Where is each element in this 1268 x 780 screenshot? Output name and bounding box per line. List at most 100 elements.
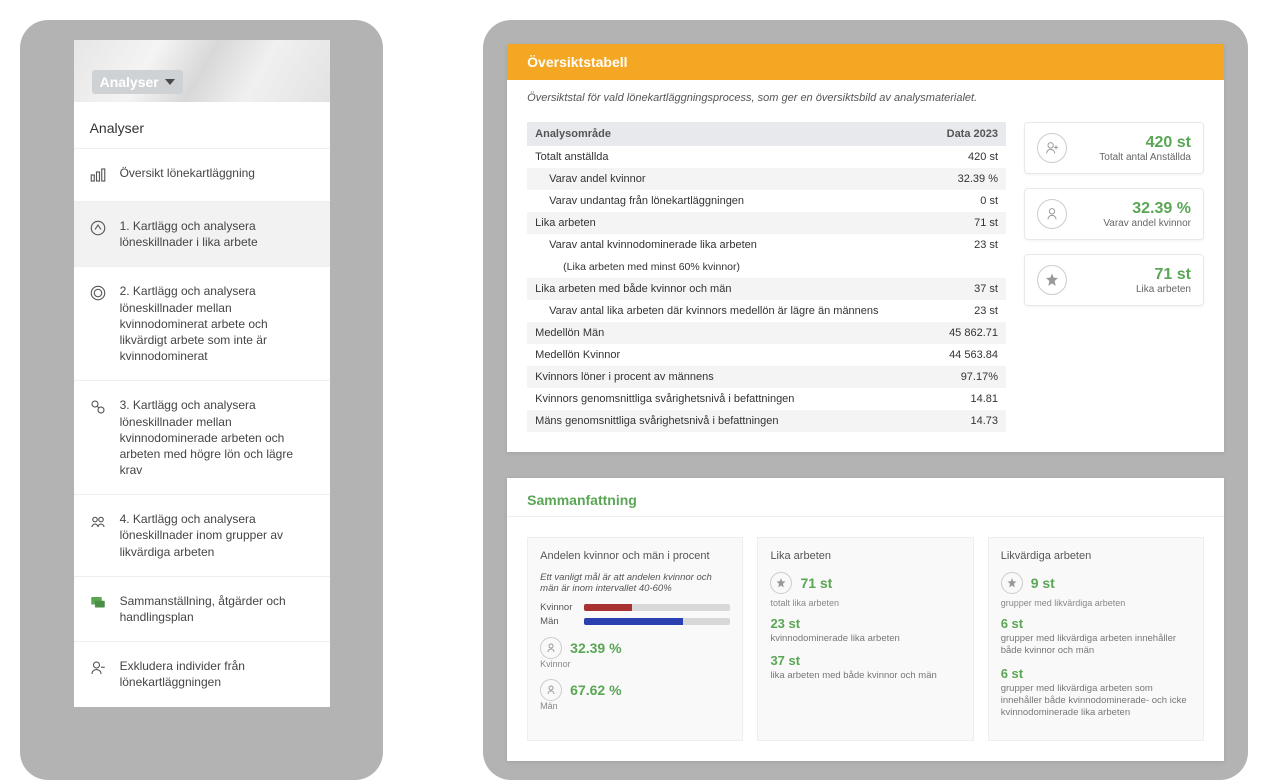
row-value: 45 862.71 — [930, 322, 1006, 344]
sidebar-list: Översikt lönekartläggning 1. Kartlägg oc… — [74, 148, 330, 707]
sidebar-item-step4[interactable]: 4. Kartlägg och analysera löneskillnader… — [74, 494, 330, 576]
overview-table: Analysområde Data 2023 Totalt anställda4… — [527, 122, 1006, 432]
col2-mid-label: kvinnodominerade lika arbeten — [770, 633, 960, 645]
balance-icon — [88, 218, 108, 238]
person-icon — [1037, 199, 1067, 229]
stat-label: Lika arbeten — [1077, 284, 1191, 295]
sidebar-header: Analyser — [74, 40, 330, 102]
stat-value: 32.39 % — [1077, 200, 1191, 218]
stat-label: Totalt antal Anställda — [1077, 152, 1191, 163]
summary-col-gender: Andelen kvinnor och män i procent Ett va… — [527, 537, 743, 741]
compare-icon — [88, 397, 108, 417]
col3-heading: Likvärdiga arbeten — [1001, 550, 1191, 562]
person-icon — [540, 679, 562, 701]
person-icon — [540, 637, 562, 659]
sidebar-item-exclude[interactable]: Exkludera individer från lönekartläggnin… — [74, 641, 330, 706]
row-value: 37 st — [930, 278, 1006, 300]
overview-title: Översiktstabell — [507, 44, 1224, 80]
sidebar-item-label: Översikt lönekartläggning — [120, 165, 255, 181]
sidebar-title: Analyser — [74, 102, 330, 148]
groups-icon — [88, 511, 108, 531]
row-value: 14.81 — [930, 388, 1006, 410]
stat-card: 71 stLika arbeten — [1024, 254, 1204, 306]
star-icon — [770, 572, 792, 594]
row-label: Mäns genomsnittliga svårighetsnivå i bef… — [527, 410, 930, 432]
row-label: Totalt anställda — [527, 146, 930, 168]
overview-section: Översiktstabell Översiktstal för vald lö… — [507, 44, 1224, 452]
row-label: Lika arbeten — [527, 212, 930, 234]
row-label: Kvinnors genomsnittliga svårighetsnivå i… — [527, 388, 930, 410]
bar-man-label: Män — [540, 616, 578, 627]
chart-icon — [88, 165, 108, 185]
stat-card: 32.39 %Varav andel kvinnor — [1024, 188, 1204, 240]
men-pct: 67.62 % — [570, 682, 621, 698]
col1-note: Ett vanligt mål är att andelen kvinnor o… — [540, 572, 730, 594]
sidebar-item-actionplan[interactable]: Sammanställning, åtgärder och handlingsp… — [74, 576, 330, 641]
table-row: Varav antal lika arbeten där kvinnors me… — [527, 300, 1006, 322]
table-row: (Lika arbeten med minst 60% kvinnor) — [527, 256, 1006, 278]
sidebar-item-label: Exkludera individer från lönekartläggnin… — [120, 658, 316, 690]
table-row: Lika arbeten71 st — [527, 212, 1006, 234]
sidebar-item-label: Sammanställning, åtgärder och handlingsp… — [120, 593, 316, 625]
row-value: 0 st — [930, 190, 1006, 212]
bar-man-track — [584, 618, 730, 625]
table-row: Varav antal kvinnodominerade lika arbete… — [527, 234, 1006, 256]
col3-mid-label: grupper med likvärdiga arbeten innehålle… — [1001, 633, 1191, 658]
sidebar-item-overview[interactable]: Översikt lönekartläggning — [74, 148, 330, 201]
stat-card: 420 stTotalt antal Anställda — [1024, 122, 1204, 174]
person-plus-icon — [1037, 133, 1067, 163]
coins-icon — [88, 283, 108, 303]
row-value: 44 563.84 — [930, 344, 1006, 366]
person-minus-icon — [88, 658, 108, 678]
col2-top-label: totalt lika arbeten — [770, 598, 960, 608]
sidebar-item-step1[interactable]: 1. Kartlägg och analysera löneskillnader… — [74, 201, 330, 266]
sidebar-item-label: 2. Kartlägg och analysera löneskillnader… — [120, 283, 316, 364]
row-value: 71 st — [930, 212, 1006, 234]
row-label: (Lika arbeten med minst 60% kvinnor) — [527, 256, 930, 278]
table-row: Varav andel kvinnor32.39 % — [527, 168, 1006, 190]
row-value: 420 st — [930, 146, 1006, 168]
row-label: Medellön Män — [527, 322, 930, 344]
star-icon — [1001, 572, 1023, 594]
col2-heading: Lika arbeten — [770, 550, 960, 562]
row-value: 23 st — [930, 300, 1006, 322]
row-label: Medellön Kvinnor — [527, 344, 930, 366]
sidebar-item-label: 4. Kartlägg och analysera löneskillnader… — [120, 511, 316, 560]
row-value: 23 st — [930, 234, 1006, 256]
table-row: Kvinnors genomsnittliga svårighetsnivå i… — [527, 388, 1006, 410]
row-value: 14.73 — [930, 410, 1006, 432]
dropdown-label: Analyser — [100, 74, 159, 90]
table-row: Varav undantag från lönekartläggningen0 … — [527, 190, 1006, 212]
sidebar-item-label: 3. Kartlägg och analysera löneskillnader… — [120, 397, 316, 478]
stat-cards: 420 stTotalt antal Anställda 32.39 %Varav… — [1024, 122, 1204, 432]
summary-section: Sammanfattning Andelen kvinnor och män i… — [507, 478, 1224, 761]
row-label: Kvinnors löner i procent av männens — [527, 366, 930, 388]
table-row: Lika arbeten med både kvinnor och män37 … — [527, 278, 1006, 300]
table-row: Mäns genomsnittliga svårighetsnivå i bef… — [527, 410, 1006, 432]
stat-label: Varav andel kvinnor — [1077, 218, 1191, 229]
analyser-dropdown[interactable]: Analyser — [92, 70, 183, 94]
summary-col-likvardiga: Likvärdiga arbeten 9 st grupper med likv… — [988, 537, 1204, 741]
table-row: Medellön Män45 862.71 — [527, 322, 1006, 344]
sidebar-item-step2[interactable]: 2. Kartlägg och analysera löneskillnader… — [74, 266, 330, 380]
col3-bot-label: grupper med likvärdiga arbeten som inneh… — [1001, 683, 1191, 720]
row-label: Lika arbeten med både kvinnor och män — [527, 278, 930, 300]
col1-heading: Andelen kvinnor och män i procent — [540, 550, 730, 562]
row-label: Varav andel kvinnor — [527, 168, 930, 190]
table-row: Medellön Kvinnor44 563.84 — [527, 344, 1006, 366]
col2-mid-value: 23 st — [770, 616, 960, 631]
col2-bot-value: 37 st — [770, 653, 960, 668]
overview-subtitle: Översiktstal för vald lönekartläggningsp… — [507, 80, 1224, 122]
bar-kvinnor-label: Kvinnor — [540, 602, 578, 613]
col3-top-label: grupper med likvärdiga arbeten — [1001, 598, 1191, 608]
col3-top-value: 9 st — [1031, 575, 1055, 591]
col-data: Data 2023 — [930, 122, 1006, 146]
stat-value: 420 st — [1077, 134, 1191, 152]
row-value: 97.17% — [930, 366, 1006, 388]
right-panel: Översiktstabell Översiktstal för vald lö… — [483, 20, 1248, 780]
women-label: Kvinnor — [540, 659, 730, 669]
sidebar-item-step3[interactable]: 3. Kartlägg och analysera löneskillnader… — [74, 380, 330, 494]
col2-bot-label: lika arbeten med både kvinnor och män — [770, 670, 960, 682]
sidebar-item-label: 1. Kartlägg och analysera löneskillnader… — [120, 218, 316, 250]
table-row: Kvinnors löner i procent av männens97.17… — [527, 366, 1006, 388]
